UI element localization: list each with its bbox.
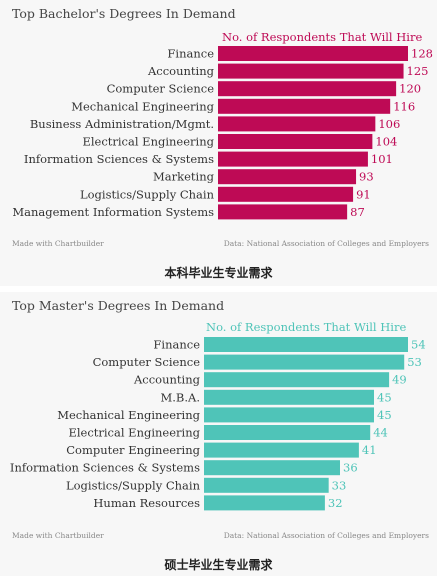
master-category-label: Mechanical Engineering <box>57 408 200 422</box>
bachelor-value-label: 128 <box>411 47 433 61</box>
bachelor-bar <box>218 204 348 220</box>
master-bar <box>204 460 340 476</box>
bachelor-category-label: Management Information Systems <box>12 205 214 219</box>
bachelor-bar <box>218 63 404 79</box>
master-bar <box>204 495 325 511</box>
master-value-label: 33 <box>332 478 347 492</box>
bachelor-category-label: Logistics/Supply Chain <box>80 187 215 201</box>
bachelor-bar <box>218 151 368 167</box>
master-value-label: 49 <box>392 373 407 387</box>
master-value-label: 44 <box>373 426 388 440</box>
master-category-label: Computer Engineering <box>66 443 200 457</box>
master-bar-chart: Finance 54 Computer Science 53 Accounting 49 M… <box>10 337 426 511</box>
bachelor-footer-source: Data: National Association of Colleges a… <box>223 239 429 248</box>
bachelor-bar <box>218 46 408 61</box>
bachelor-bar <box>218 186 354 202</box>
master-value-label: 53 <box>407 355 422 369</box>
bachelor-category-label: Marketing <box>153 170 215 184</box>
master-bar <box>204 337 408 352</box>
master-bar <box>204 425 371 440</box>
bachelor-value-label: 91 <box>356 187 371 201</box>
master-bar <box>204 442 359 458</box>
bachelor-category-label: Finance <box>167 47 214 61</box>
bachelor-category-label: Accounting <box>147 64 215 78</box>
master-caption: 硕士毕业生专业需求 <box>164 558 273 572</box>
master-value-label: 45 <box>377 390 392 404</box>
master-category-label: Information Sciences & Systems <box>10 461 200 475</box>
bachelor-category-label: Electrical Engineering <box>82 135 214 149</box>
master-bar <box>204 389 374 405</box>
bachelor-category-label: Mechanical Engineering <box>71 99 214 113</box>
bachelor-category-label: Information Sciences & Systems <box>24 152 214 166</box>
bachelor-category-label: Business Administration/Mgmt. <box>30 117 214 131</box>
master-category-label: Finance <box>153 338 200 352</box>
bachelor-chart-panel: Top Bachelor's Degrees In Demand No. of … <box>0 0 437 286</box>
bachelor-value-label: 116 <box>393 99 415 113</box>
bachelor-value-label: 93 <box>359 170 374 184</box>
master-category-label: Human Resources <box>93 496 200 510</box>
bachelor-chart-title: Top Bachelor's Degrees In Demand <box>12 6 236 21</box>
bachelor-bar <box>218 134 373 149</box>
master-chart-legend: No. of Respondents That Will Hire <box>206 320 407 334</box>
bachelor-bar <box>218 81 397 97</box>
master-bar <box>204 407 374 423</box>
bachelor-value-label: 106 <box>378 117 400 131</box>
bachelor-category-label: Computer Science <box>107 82 215 96</box>
bachelor-bar <box>218 169 357 185</box>
master-bar <box>204 372 390 388</box>
master-value-label: 41 <box>362 443 377 457</box>
bachelor-chart-legend: No. of Respondents That Will Hire <box>222 30 423 44</box>
bachelor-footer-credit: Made with Chartbuilder <box>12 239 104 248</box>
master-chart-panel: Top Master's Degrees In Demand No. of Re… <box>0 292 437 576</box>
master-category-label: Electrical Engineering <box>68 426 200 440</box>
master-value-label: 54 <box>411 338 426 352</box>
master-bar <box>204 354 405 370</box>
master-category-label: M.B.A. <box>161 390 201 404</box>
bachelor-value-label: 120 <box>399 82 421 96</box>
master-chart-title: Top Master's Degrees In Demand <box>12 298 225 313</box>
master-bar <box>204 477 329 493</box>
master-value-label: 36 <box>343 461 358 475</box>
master-footer-credit: Made with Chartbuilder <box>12 531 104 540</box>
bachelor-value-label: 125 <box>407 64 429 78</box>
master-category-label: Accounting <box>133 373 201 387</box>
master-value-label: 45 <box>377 408 392 422</box>
master-category-label: Logistics/Supply Chain <box>66 478 201 492</box>
bachelor-caption: 本科毕业生专业需求 <box>164 266 273 280</box>
master-category-label: Computer Science <box>93 355 201 369</box>
bachelor-bar <box>218 116 376 132</box>
master-footer-source: Data: National Association of Colleges a… <box>223 531 429 540</box>
bachelor-bar-chart: Finance 128 Accounting 125 Computer Science 1… <box>12 46 433 220</box>
bachelor-bar <box>218 98 391 114</box>
master-value-label: 32 <box>328 496 343 510</box>
bachelor-value-label: 87 <box>350 205 365 219</box>
bachelor-value-label: 101 <box>371 152 393 166</box>
bachelor-value-label: 104 <box>375 135 397 149</box>
